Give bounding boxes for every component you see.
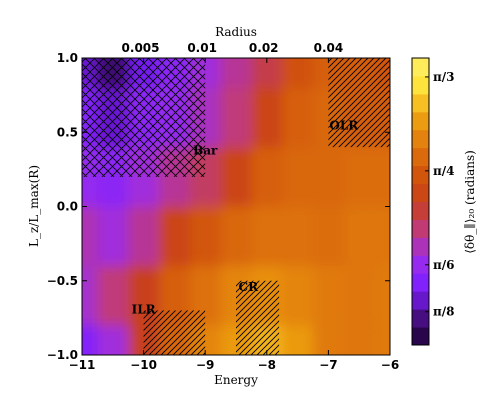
x-axis-title: Energy — [214, 373, 258, 387]
heatmap-cell — [343, 147, 375, 207]
colorbar-title: ⟨δθ_∥⟩₂₀ (radians) — [463, 150, 477, 254]
heatmap-cell — [313, 147, 344, 207]
colorbar-band — [412, 75, 429, 95]
heatmap-cell — [313, 206, 344, 266]
heatmap-cell — [374, 325, 390, 355]
colorbar-tick-label: π/8 — [433, 305, 455, 319]
plot-area — [82, 58, 390, 355]
colorbar-tick-label: π/3 — [433, 70, 455, 84]
heatmap-cell — [189, 206, 221, 266]
region-label-bar: Bar — [193, 144, 218, 158]
heatmap-cell — [128, 206, 159, 266]
y-tick-label: −0.5 — [47, 274, 78, 288]
colorbar-band — [412, 255, 429, 274]
heatmap-cell — [97, 206, 129, 266]
colorbar-band — [412, 201, 429, 220]
heatmap-cell — [374, 206, 390, 266]
y-axis-title: L_z/L_max(R) — [27, 165, 41, 247]
region-label-ilr: ILR — [132, 302, 157, 316]
top-tick-label: 0.04 — [314, 41, 344, 55]
x-tick-label: −8 — [258, 358, 276, 372]
heatmap-cell — [282, 58, 313, 88]
heatmap-cell — [220, 147, 252, 207]
region-label-olr: OLR — [329, 118, 359, 132]
colorbar-band — [412, 111, 429, 131]
colorbar-band — [412, 183, 429, 202]
heatmap-cell — [82, 206, 98, 266]
heatmap-cell — [251, 87, 283, 148]
top-axis-title: Radius — [215, 25, 257, 39]
colorbar-band — [412, 165, 429, 185]
colorbar-tick-label: π/4 — [433, 164, 455, 178]
heatmap-cell — [313, 265, 344, 326]
colorbar-tick-label: π/6 — [433, 258, 455, 272]
heatmap-cell — [282, 325, 313, 355]
top-axis: 0.005 0.01 0.02 0.04 — [122, 41, 344, 55]
y-tick-label: 1.0 — [57, 51, 78, 65]
x-tick-label: −7 — [319, 358, 337, 372]
top-tick-label: 0.02 — [249, 41, 279, 55]
heatmap-cell — [282, 206, 313, 266]
region-cr-hatch — [236, 280, 280, 355]
y-tick-label: −1.0 — [47, 348, 78, 362]
heatmap-cell — [282, 87, 313, 148]
heatmap-cell — [282, 265, 313, 326]
region-ilr-hatch — [143, 310, 206, 355]
colorbar-band — [412, 219, 429, 238]
x-tick-label: −11 — [69, 358, 96, 372]
top-tick-label: 0.01 — [187, 41, 217, 55]
heatmap-cell — [159, 206, 190, 266]
y-tick-label: 0.5 — [57, 125, 78, 139]
x-tick-label: −10 — [130, 358, 157, 372]
colorbar-band — [412, 273, 429, 292]
region-label-cr: CR — [239, 280, 260, 294]
colorbar-band — [412, 291, 429, 310]
colorbar: π/8 π/6 π/4 π/3 ⟨δθ_∥⟩₂₀ (radians) — [411, 57, 477, 346]
heatmap-cell — [343, 325, 375, 355]
top-tick-label: 0.005 — [122, 41, 160, 55]
colorbar-band — [412, 327, 429, 346]
colorbar-band — [412, 237, 429, 256]
colorbar-band — [412, 93, 429, 113]
heatmap-cell — [82, 325, 98, 355]
colorbar-band — [412, 58, 429, 77]
region-bar-hatch — [82, 58, 206, 177]
x-tick-label: −9 — [196, 358, 214, 372]
heatmap-cell — [220, 206, 252, 266]
heatmap-cell — [251, 206, 283, 266]
colorbar-band — [412, 309, 429, 328]
heatmap-cell — [220, 87, 252, 148]
heatmap-cell — [220, 58, 252, 88]
heatmap-cell — [97, 325, 129, 355]
heatmap-cell — [251, 147, 283, 207]
region-olr-hatch — [328, 58, 390, 148]
colorbar-frame — [411, 57, 430, 346]
heatmap-cell — [97, 265, 129, 326]
colorbar-band — [412, 147, 429, 167]
heatmap-cell — [374, 147, 390, 207]
x-tick-label: −6 — [381, 358, 399, 372]
colorbar-band — [412, 129, 429, 149]
heatmap-cell — [343, 265, 375, 326]
x-axis: −11 −10 −9 −8 −7 −6 — [69, 58, 399, 372]
heatmap-cell — [282, 147, 313, 207]
y-axis: −1.0 −0.5 0.0 0.5 1.0 — [47, 51, 390, 362]
y-tick-label: 0.0 — [57, 200, 78, 214]
heatmap-cell — [343, 206, 375, 266]
